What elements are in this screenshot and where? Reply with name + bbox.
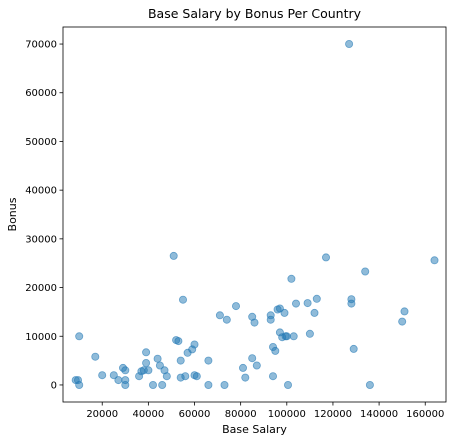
data-point bbox=[91, 352, 100, 361]
data-point bbox=[155, 361, 164, 370]
data-point bbox=[280, 308, 289, 317]
data-point bbox=[268, 372, 277, 381]
data-point bbox=[365, 380, 374, 389]
y-tick-label: 10000 bbox=[25, 332, 57, 343]
data-point bbox=[238, 363, 247, 372]
x-axis-label: Base Salary bbox=[222, 423, 287, 436]
x-tick-label: 40000 bbox=[132, 409, 164, 420]
data-point bbox=[321, 253, 330, 262]
data-point bbox=[266, 315, 275, 324]
data-point bbox=[215, 311, 224, 320]
x-axis: 20000 40000 60000 80000 100000 120000 140000 16… bbox=[86, 402, 444, 420]
data-point bbox=[312, 294, 321, 303]
data-point bbox=[178, 295, 187, 304]
data-point bbox=[142, 348, 151, 357]
y-tick-label: 60000 bbox=[25, 88, 57, 99]
data-point bbox=[400, 307, 409, 316]
x-tick-label: 60000 bbox=[179, 409, 211, 420]
data-point bbox=[241, 373, 250, 382]
data-point bbox=[283, 380, 292, 389]
x-tick-label: 20000 bbox=[86, 409, 118, 420]
x-tick-label: 140000 bbox=[360, 409, 398, 420]
data-point bbox=[349, 344, 358, 353]
data-point bbox=[220, 380, 229, 389]
y-axis-label: Bonus bbox=[6, 197, 19, 231]
plot-area bbox=[71, 40, 439, 389]
data-point bbox=[98, 371, 107, 380]
data-point bbox=[345, 40, 354, 49]
y-tick-label: 50000 bbox=[25, 137, 57, 148]
data-point bbox=[190, 340, 199, 349]
data-point bbox=[250, 318, 259, 327]
chart-title: Base Salary by Bonus Per Country bbox=[148, 6, 362, 21]
data-point bbox=[158, 380, 167, 389]
data-point bbox=[361, 267, 370, 276]
data-point bbox=[398, 317, 407, 326]
data-point bbox=[121, 380, 130, 389]
data-point bbox=[271, 346, 280, 355]
x-tick-label: 100000 bbox=[268, 409, 306, 420]
x-tick-label: 80000 bbox=[225, 409, 257, 420]
data-point bbox=[252, 361, 261, 370]
data-point bbox=[169, 251, 178, 260]
data-point bbox=[282, 332, 291, 341]
y-axis: 0 10000 20000 30000 40000 50000 60000 70000 bbox=[25, 40, 63, 391]
plot-frame bbox=[62, 26, 447, 403]
data-point bbox=[174, 337, 183, 346]
data-point bbox=[204, 380, 213, 389]
data-point bbox=[347, 299, 356, 308]
data-point bbox=[287, 274, 296, 283]
data-point bbox=[430, 256, 439, 265]
data-point bbox=[192, 372, 201, 381]
data-point bbox=[75, 380, 84, 389]
data-point bbox=[291, 299, 300, 308]
x-tick-label: 120000 bbox=[314, 409, 352, 420]
y-tick-label: 0 bbox=[51, 380, 57, 391]
data-point bbox=[181, 372, 190, 381]
x-tick-label: 160000 bbox=[406, 409, 444, 420]
y-tick-label: 30000 bbox=[25, 234, 57, 245]
data-point bbox=[231, 302, 240, 311]
data-point bbox=[289, 332, 298, 341]
data-point bbox=[303, 299, 312, 308]
y-tick-label: 70000 bbox=[25, 40, 57, 51]
data-point bbox=[144, 366, 153, 375]
y-tick-label: 20000 bbox=[25, 283, 57, 294]
data-point bbox=[142, 358, 151, 367]
y-tick-label: 40000 bbox=[25, 186, 57, 197]
data-point bbox=[204, 356, 213, 365]
data-point bbox=[114, 376, 123, 385]
data-point bbox=[109, 371, 118, 380]
data-point bbox=[305, 329, 314, 338]
data-point bbox=[162, 372, 171, 381]
data-point bbox=[248, 354, 257, 363]
data-point bbox=[75, 332, 84, 341]
data-point bbox=[153, 354, 162, 363]
data-point bbox=[222, 315, 231, 324]
data-point bbox=[310, 308, 319, 317]
data-point bbox=[176, 356, 185, 365]
data-point bbox=[121, 366, 130, 375]
data-point bbox=[148, 380, 157, 389]
